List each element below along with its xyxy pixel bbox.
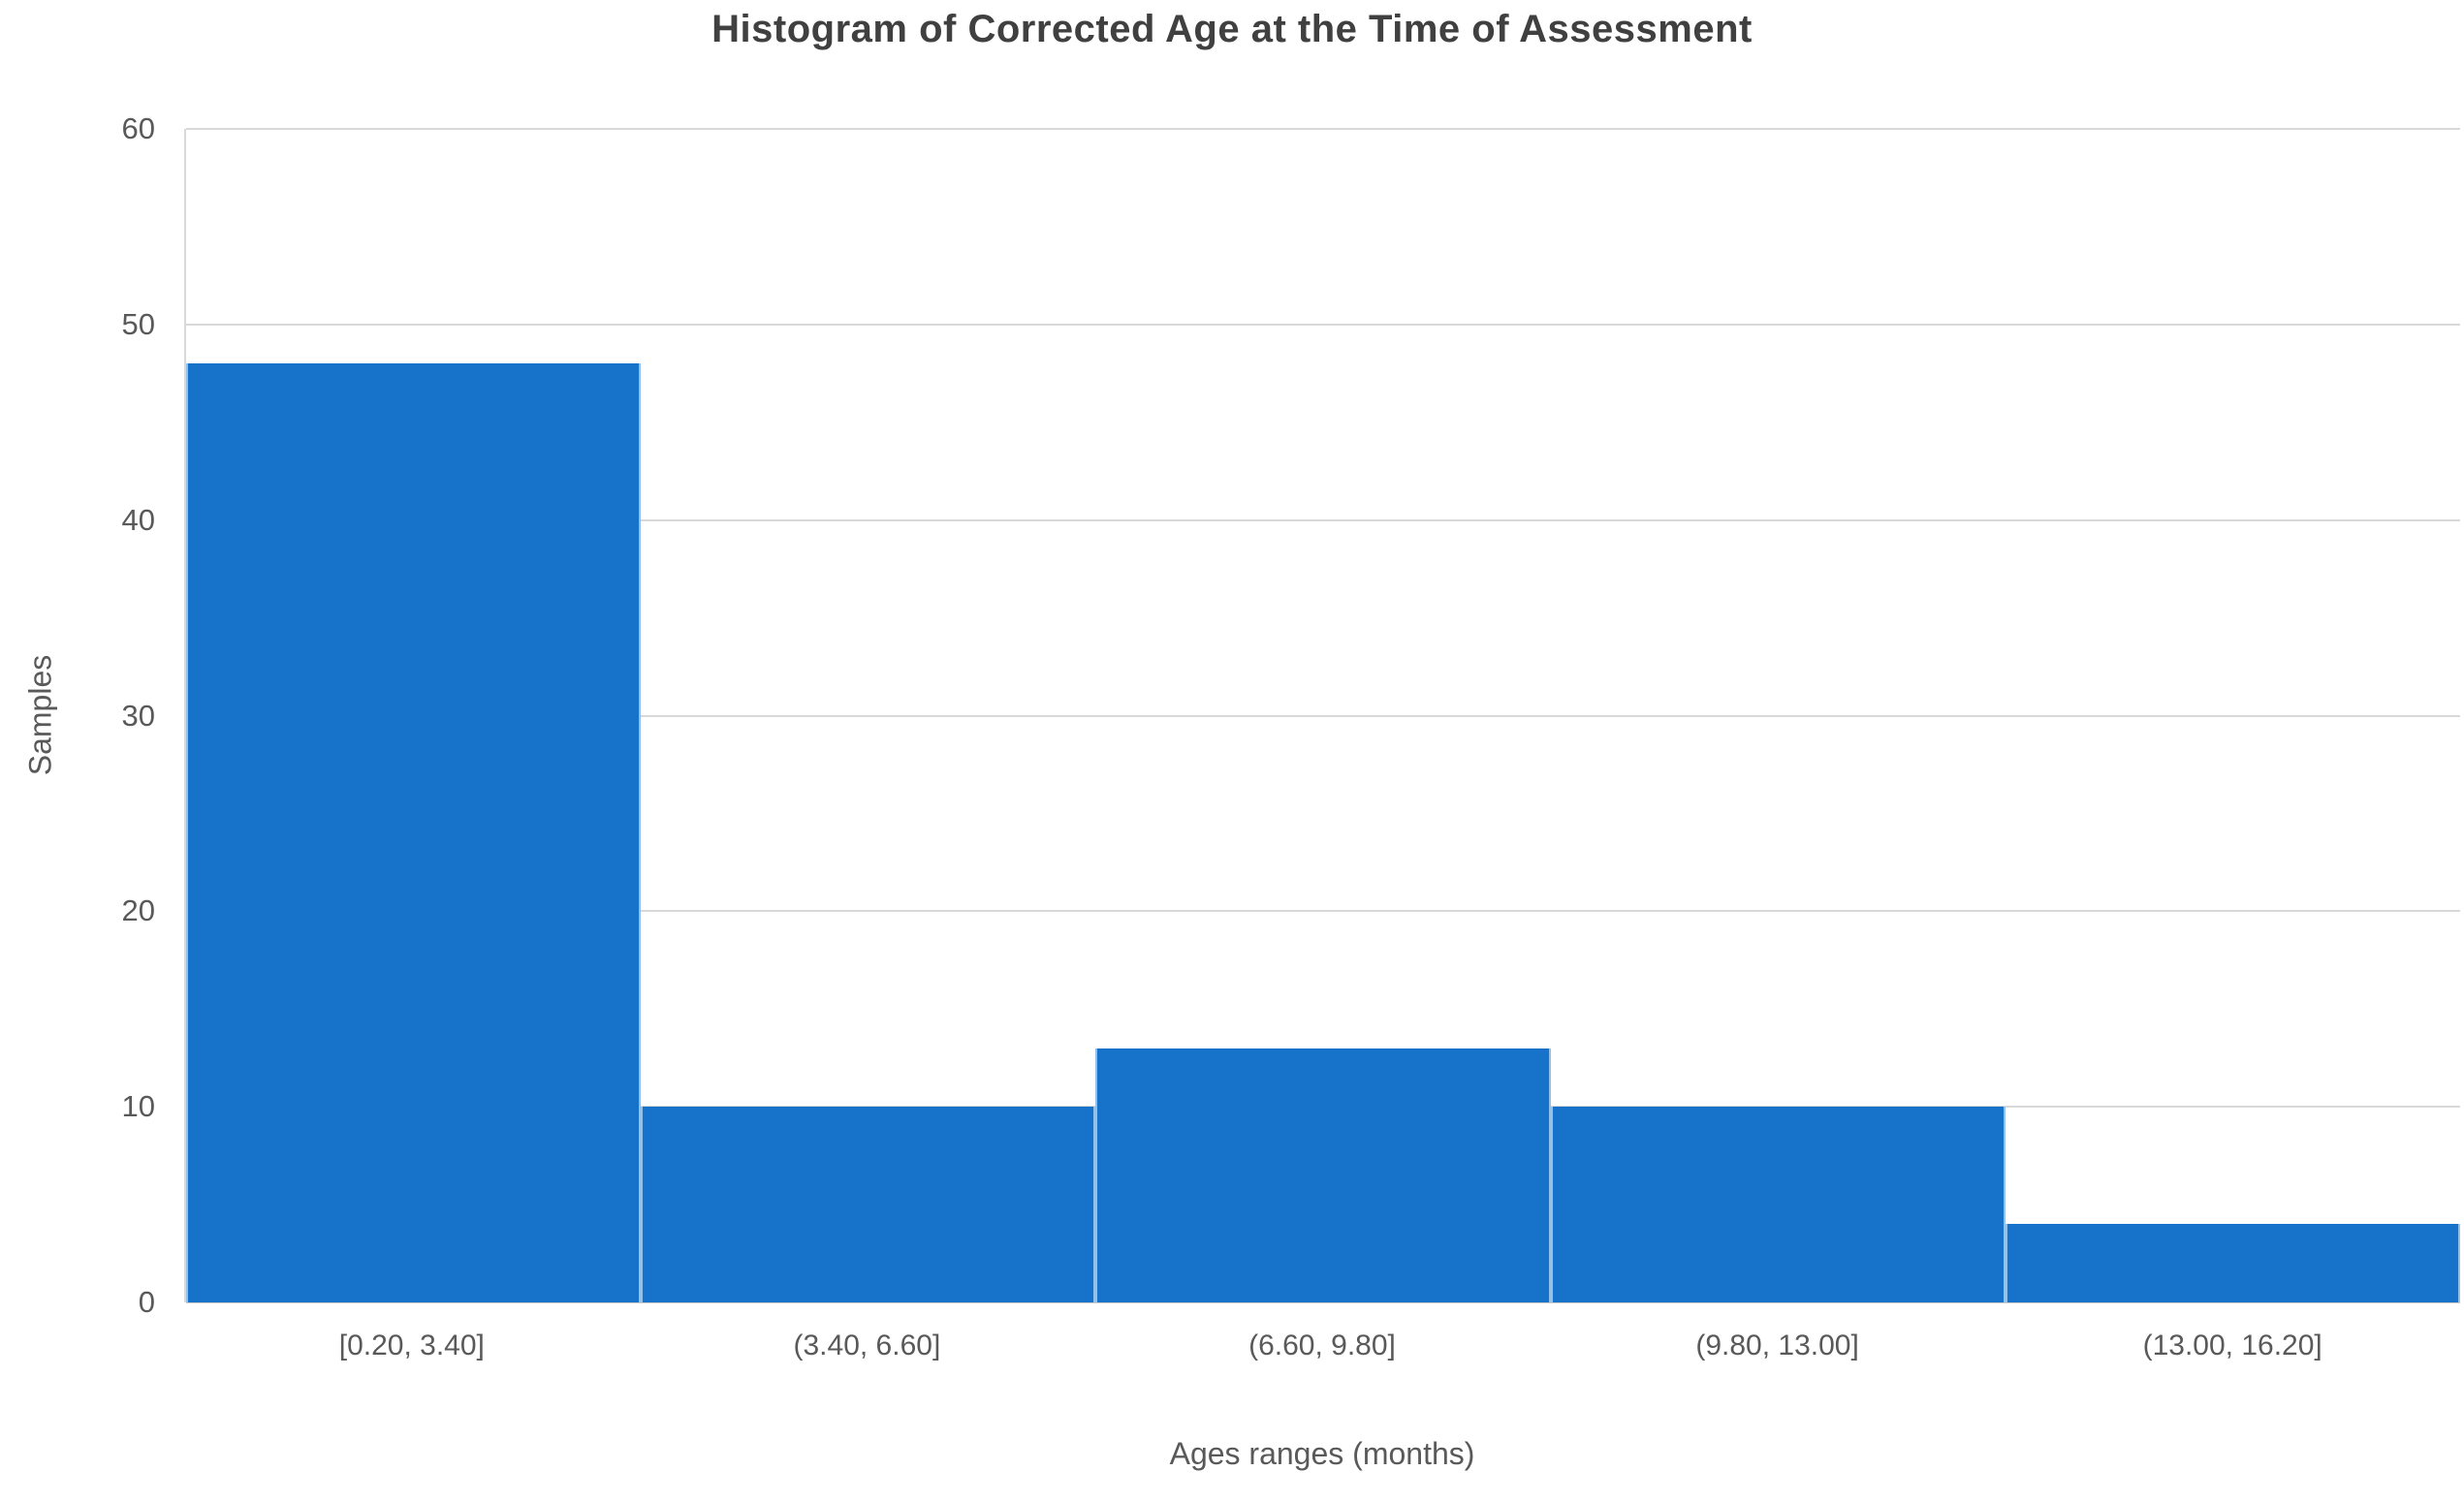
- y-tick-label-20: 20: [121, 893, 155, 928]
- gridline-20: [186, 910, 2460, 913]
- bar-(3.40, 6.60]: [641, 1107, 1096, 1302]
- gridline-0: [186, 1301, 2460, 1303]
- bar-series: [186, 129, 2461, 1302]
- y-tick-label-30: 30: [121, 698, 155, 733]
- y-axis-tick-labels: 0 10 20 30 40 50 60: [0, 111, 155, 1319]
- bar-(13.00, 16.20]: [2005, 1224, 2461, 1302]
- x-tick-label-3: (9.80, 13.00]: [1695, 1330, 1859, 1361]
- y-tick-label-0: 0: [138, 1285, 155, 1319]
- x-tick-label-4: (13.00, 16.20]: [2142, 1330, 2322, 1361]
- x-axis-tick-labels: [0.20, 3.40] (3.40, 6.60] (6.60, 9.80] (9.8…: [184, 1330, 2460, 1362]
- x-tick-label-2: (6.60, 9.80]: [1248, 1330, 1396, 1361]
- plot-area: [184, 128, 2461, 1303]
- x-axis-title: Ages ranges (months): [1169, 1436, 1475, 1471]
- y-tick-label-60: 60: [121, 111, 155, 145]
- gridline-50: [186, 323, 2460, 326]
- bar-(6.60, 9.80]: [1095, 1048, 1551, 1302]
- x-tick-label-1: (3.40, 6.60]: [793, 1330, 941, 1361]
- gridline-40: [186, 518, 2460, 521]
- bar-[0.20, 3.40]: [186, 363, 642, 1302]
- y-tick-label-10: 10: [121, 1089, 155, 1124]
- chart-title: Histogram of Corrected Age at the Time o…: [711, 8, 1753, 50]
- gridline-60: [186, 128, 2460, 130]
- y-tick-label-50: 50: [121, 306, 155, 341]
- bar-(9.80, 13.00]: [1550, 1107, 2006, 1302]
- gridline-30: [186, 714, 2460, 717]
- x-tick-label-0: [0.20, 3.40]: [338, 1330, 485, 1361]
- y-tick-label-40: 40: [121, 502, 155, 537]
